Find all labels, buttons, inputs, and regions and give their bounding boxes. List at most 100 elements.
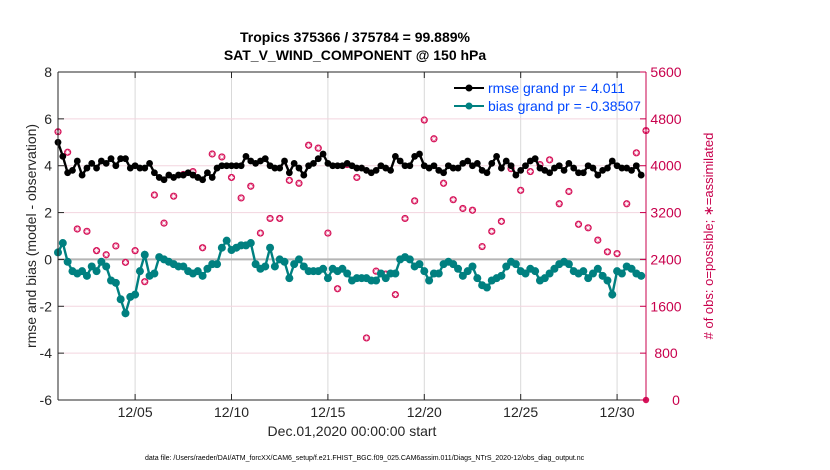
rmse-point bbox=[579, 169, 587, 177]
bias-point bbox=[434, 269, 443, 278]
rmse-point bbox=[112, 162, 120, 170]
rmse-point bbox=[160, 176, 168, 184]
y2-tick-label: 4000 bbox=[650, 158, 681, 174]
rmse-point bbox=[396, 157, 404, 165]
rmse-point bbox=[507, 162, 515, 170]
bias-point bbox=[111, 278, 120, 287]
rmse-point bbox=[406, 162, 414, 170]
obs-count-marker bbox=[613, 249, 621, 258]
rmse-point bbox=[498, 164, 505, 172]
y2-tick-label: 1600 bbox=[650, 298, 681, 314]
bias-point bbox=[270, 262, 279, 271]
obs-count-marker bbox=[237, 194, 245, 202]
obs-count-marker bbox=[295, 179, 303, 187]
obs-count-marker bbox=[227, 173, 236, 182]
bias-point bbox=[579, 267, 588, 276]
rmse-point bbox=[637, 171, 645, 179]
rmse-point bbox=[488, 159, 496, 167]
obs-count-marker bbox=[488, 227, 496, 235]
obs-count-marker bbox=[362, 334, 371, 342]
grid bbox=[58, 71, 646, 401]
bias-point bbox=[617, 269, 626, 278]
y2-tick-label: 5600 bbox=[650, 64, 681, 80]
rmse-point bbox=[285, 169, 293, 177]
bias-point bbox=[531, 267, 540, 276]
rmse-point bbox=[136, 164, 144, 172]
data-file-footnote: data file: /Users/raeder/DAI/ATM_forcXX/… bbox=[145, 455, 585, 462]
y-tick-label: 4 bbox=[44, 158, 52, 174]
bias-point bbox=[82, 271, 91, 280]
rmse-point bbox=[391, 152, 399, 160]
bias-point bbox=[425, 276, 434, 285]
rmse-point bbox=[560, 167, 568, 174]
obs-count-marker bbox=[555, 200, 563, 208]
rmse-point bbox=[59, 152, 67, 160]
rmse-point bbox=[223, 162, 231, 170]
rmse-point bbox=[372, 167, 380, 174]
obs-count-marker bbox=[478, 242, 486, 251]
rmse-point bbox=[604, 164, 611, 172]
rmse-point bbox=[276, 164, 284, 172]
bias-series bbox=[54, 236, 646, 318]
rmse-point bbox=[93, 164, 100, 172]
obs-count-marker bbox=[565, 187, 573, 196]
rmse-point bbox=[281, 157, 288, 165]
bias-point bbox=[319, 264, 328, 273]
obs-count-marker bbox=[468, 206, 477, 214]
obs-count-marker bbox=[420, 116, 428, 124]
rmse-point bbox=[141, 164, 149, 172]
obs-count-marker bbox=[160, 219, 168, 227]
obs-count-marker bbox=[256, 229, 265, 237]
rmse-point bbox=[454, 164, 462, 172]
bias-point bbox=[280, 257, 289, 266]
obs-count-marker bbox=[546, 156, 554, 164]
obs-count-marker bbox=[526, 167, 534, 176]
rmse-point bbox=[175, 171, 182, 179]
obs-count-marker bbox=[102, 251, 110, 259]
rmse-point bbox=[218, 162, 226, 170]
rmse-point bbox=[107, 155, 115, 163]
obs-count-marker bbox=[131, 247, 139, 255]
bias-point bbox=[135, 267, 144, 276]
obs-count-marker bbox=[266, 214, 274, 223]
obs-count-marker bbox=[411, 197, 419, 205]
rmse-point bbox=[473, 159, 481, 167]
obs-count-marker bbox=[632, 149, 640, 157]
y-tick-label: 0 bbox=[44, 251, 52, 267]
obs-count-marker bbox=[314, 144, 322, 152]
obs-count-marker bbox=[391, 290, 399, 299]
bias-point bbox=[323, 274, 332, 283]
rmse-point bbox=[83, 164, 91, 172]
rmse-point bbox=[555, 162, 563, 170]
y2-tick-label: 4800 bbox=[650, 111, 681, 127]
obs-count-marker bbox=[198, 244, 207, 252]
obs-count-marker bbox=[594, 236, 602, 244]
bias-point bbox=[564, 260, 573, 269]
bias-point bbox=[603, 276, 612, 285]
rmse-point bbox=[575, 169, 582, 177]
rmse-point bbox=[228, 162, 235, 170]
bias-point bbox=[497, 271, 506, 280]
bias-point bbox=[454, 264, 463, 273]
obs-count-marker bbox=[497, 217, 506, 225]
rmse-point bbox=[319, 150, 327, 158]
y2-tick-label: 3200 bbox=[650, 205, 681, 221]
y-axis-label: rmse and bias (model - observation) bbox=[23, 124, 39, 348]
rmse-point bbox=[73, 157, 81, 165]
rmse-point bbox=[449, 164, 457, 172]
rmse-point bbox=[522, 162, 529, 170]
rmse-point bbox=[570, 164, 578, 172]
bias-point bbox=[511, 260, 520, 269]
rmse-point bbox=[295, 164, 303, 172]
obs-count-marker bbox=[603, 248, 612, 256]
x-axis-label: Dec.01,2020 00:00:00 start bbox=[268, 423, 437, 439]
obs-count-marker bbox=[449, 196, 457, 204]
bias-point bbox=[246, 239, 255, 248]
y-tick-label: 2 bbox=[44, 205, 52, 221]
obs-count-marker bbox=[150, 191, 158, 199]
rmse-point bbox=[493, 152, 500, 160]
bias-point bbox=[391, 269, 400, 278]
bias-point bbox=[213, 260, 222, 269]
bias-point bbox=[217, 243, 226, 252]
bias-point bbox=[266, 243, 275, 252]
